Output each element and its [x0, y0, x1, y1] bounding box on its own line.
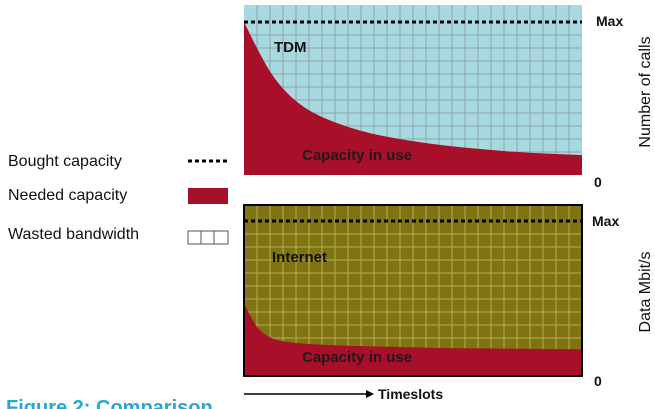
internet-capacity-in-use-label: Capacity in use [302, 349, 412, 366]
legend-label-wasted-bandwidth: Wasted bandwidth [8, 226, 139, 243]
tdm-needed-capacity-area [244, 22, 582, 175]
legend-label-needed-capacity: Needed capacity [8, 187, 127, 204]
legend-swatch-needed-capacity [188, 188, 228, 204]
tdm-panel: TDM Capacity in use Max 0 Number of call… [244, 5, 654, 190]
internet-wasted-bandwidth-grid [244, 205, 582, 376]
tdm-capacity-in-use-label: Capacity in use [302, 147, 412, 164]
legend-label-bought-capacity: Bought capacity [8, 153, 122, 170]
tdm-y-axis-label: Number of calls [637, 36, 654, 147]
internet-panel-label: Internet [272, 249, 327, 266]
internet-panel-border [243, 204, 583, 377]
x-axis: Timeslots [244, 386, 443, 402]
x-axis-label: Timeslots [378, 386, 443, 402]
figure-caption: Figure 2: Comparison ... [6, 397, 235, 409]
internet-y-axis-label: Data Mbit/s [637, 252, 654, 333]
x-axis-arrowhead [366, 390, 374, 398]
internet-y-tick-max: Max [592, 213, 619, 229]
internet-needed-capacity-area [244, 303, 582, 376]
legend: Bought capacity Needed capacity Wasted b… [8, 153, 229, 245]
internet-y-tick-zero: 0 [594, 373, 602, 389]
tdm-y-tick-zero: 0 [594, 174, 602, 190]
legend-swatch-wasted-bandwidth [187, 230, 229, 245]
internet-panel: Internet Capacity in use Max 0 Data Mbit… [243, 204, 654, 389]
tdm-panel-label: TDM [274, 39, 307, 56]
tdm-y-tick-max: Max [596, 13, 623, 29]
